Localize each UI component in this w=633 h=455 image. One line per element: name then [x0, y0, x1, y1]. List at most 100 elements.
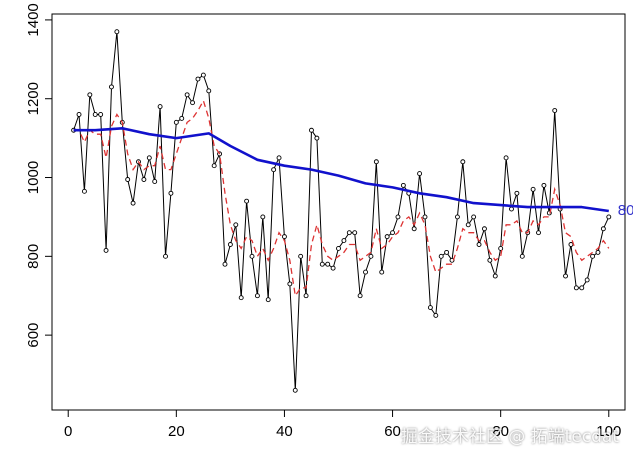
observed-point [336, 245, 341, 251]
observed-point [98, 112, 104, 117]
observed-point [184, 92, 190, 98]
observed-point [417, 171, 423, 177]
observed-point [536, 230, 541, 236]
observed-point [309, 127, 314, 133]
observed-point [390, 230, 396, 236]
observed-point [276, 155, 282, 161]
observed-point [584, 277, 590, 283]
observed-point [125, 177, 131, 182]
observed-point [200, 72, 206, 78]
observed-point [606, 214, 612, 220]
observed-point [373, 159, 379, 165]
observed-point [287, 281, 293, 287]
observed-point [590, 253, 596, 259]
observed-point [563, 273, 568, 279]
annotation-label: 80% [618, 202, 633, 219]
observed-point [595, 249, 601, 255]
plot-frame [51, 13, 626, 411]
x-tick-label: 40 [276, 423, 293, 440]
observed-point [541, 182, 547, 188]
observed-point [211, 163, 217, 169]
observed-point [519, 253, 525, 259]
observed-point [319, 261, 325, 267]
observed-point [530, 186, 536, 192]
observed-point [222, 261, 228, 267]
observed-point [298, 253, 304, 259]
watermark: 掘金技术社区 @ 拓端tecdat [400, 427, 619, 447]
observed-point [227, 242, 233, 247]
observed-point [330, 265, 336, 271]
smoothed-series-line [73, 99, 610, 298]
observed-point [509, 206, 514, 212]
observed-point [109, 84, 114, 90]
observed-point [141, 177, 147, 182]
x-tick-label: 20 [168, 423, 185, 440]
observed-point [206, 88, 212, 94]
observed-point [460, 159, 466, 165]
observed-point [92, 112, 98, 117]
observed-point [146, 155, 152, 161]
observed-point [427, 305, 433, 311]
y-tick-label: 1200 [25, 82, 42, 115]
observed-point [411, 226, 417, 232]
observed-point [190, 100, 195, 106]
observed-point [238, 295, 244, 301]
observed-point [579, 285, 585, 291]
observed-point [514, 190, 520, 196]
observed-point [395, 214, 401, 220]
observed-point [87, 92, 93, 98]
observed-point [314, 135, 320, 141]
observed-point [271, 167, 277, 173]
series-group [71, 29, 612, 393]
observed-point [363, 269, 368, 275]
observed-point [400, 182, 406, 188]
observed-point [487, 257, 493, 263]
observed-point [179, 115, 185, 121]
observed-point [476, 242, 482, 247]
x-tick-label: 80 [492, 423, 509, 440]
observed-point [130, 200, 136, 206]
observed-point [454, 214, 460, 220]
y-tick-label: 600 [25, 323, 42, 348]
x-tick-label: 60 [384, 423, 401, 440]
observed-point [465, 222, 471, 228]
observed-point [352, 230, 358, 236]
observed-point [233, 222, 239, 228]
observed-point [303, 293, 309, 299]
observed-point [357, 293, 363, 299]
observed-point [573, 285, 579, 291]
observed-point [552, 108, 558, 113]
observed-point [444, 249, 450, 255]
y-tick-label: 1000 [25, 161, 42, 194]
axes: 0 20 40 60 80 100 600 800 1000 1200 1400 [25, 3, 626, 440]
y-tick-label: 800 [25, 244, 42, 269]
observed-point [492, 273, 498, 279]
observed-point [503, 155, 509, 161]
observed-point [384, 234, 390, 240]
observed-point [173, 119, 179, 125]
y-tick-label: 1400 [25, 3, 42, 36]
observed-series-line [73, 31, 610, 391]
observed-point [152, 179, 158, 184]
trend-series-line [73, 127, 609, 213]
observed-point [195, 76, 201, 82]
observed-point [438, 253, 444, 259]
observed-point [325, 261, 331, 267]
observed-point [471, 214, 477, 220]
observed-point [254, 293, 260, 299]
observed-point [346, 230, 352, 236]
observed-point [114, 29, 120, 35]
observed-point [341, 238, 347, 244]
observed-point [76, 112, 82, 117]
observed-point [281, 234, 287, 240]
x-tick-label: 0 [64, 423, 72, 440]
x-tick-label: 100 [596, 423, 621, 440]
observed-point [265, 297, 271, 303]
observed-point [379, 269, 385, 275]
observed-point [482, 226, 487, 232]
observed-point [433, 312, 439, 318]
observed-point [368, 253, 374, 259]
observed-point [260, 214, 266, 220]
observed-point [163, 253, 168, 259]
